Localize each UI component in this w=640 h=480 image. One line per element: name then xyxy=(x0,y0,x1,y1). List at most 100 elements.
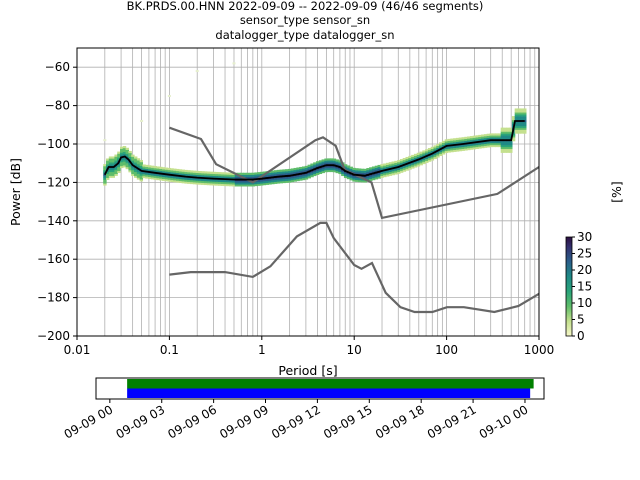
ppsd-cell xyxy=(422,150,426,153)
ppsd-cell xyxy=(416,164,421,167)
ppsd-cell xyxy=(511,119,516,123)
ppsd-cell xyxy=(444,139,449,142)
ppsd-cell xyxy=(271,180,275,183)
ppsd-cell xyxy=(439,144,443,147)
ppsd-cell xyxy=(145,176,149,179)
ppsd-cell xyxy=(153,166,157,169)
ppsd-cell xyxy=(287,180,292,183)
ppsd-cell xyxy=(313,166,317,169)
ppsd-cell xyxy=(329,169,334,173)
ppsd-cell xyxy=(111,169,116,173)
ppsd-cell xyxy=(413,165,418,168)
ppsd-cell xyxy=(500,131,505,134)
ppsd-cell xyxy=(469,145,474,148)
ppsd-cell xyxy=(520,131,524,134)
ppsd-cell xyxy=(430,154,435,157)
ppsd-cell xyxy=(173,170,177,173)
ppsd-cell xyxy=(114,173,118,176)
ppsd-cell xyxy=(125,155,130,158)
ppsd-cell-faint xyxy=(167,95,171,97)
ppsd-cell xyxy=(304,167,309,170)
ppsd-cell xyxy=(307,166,311,169)
ppsd-cell xyxy=(142,164,146,167)
ppsd-cell xyxy=(189,181,194,185)
ppsd-cell xyxy=(447,146,451,149)
ppsd-cell xyxy=(517,129,521,132)
ppsd-cell xyxy=(458,141,463,144)
ppsd-cell xyxy=(287,170,292,174)
ppsd-cell xyxy=(139,163,144,167)
ppsd-cell xyxy=(517,131,521,134)
timeline-tick-label: 09-09 03 xyxy=(114,402,168,441)
ppsd-cell xyxy=(187,170,191,173)
ppsd-cell xyxy=(380,175,384,178)
ppsd-cell xyxy=(489,137,493,140)
ppsd-cell xyxy=(506,133,510,136)
ppsd-cell xyxy=(187,173,191,177)
ppsd-cell xyxy=(343,173,348,177)
ppsd-cell xyxy=(206,171,211,174)
ppsd-cell xyxy=(385,174,390,177)
ppsd-cell xyxy=(170,175,174,179)
ppsd-cell xyxy=(503,146,507,150)
ppsd-cell xyxy=(517,108,521,111)
ppsd-cell xyxy=(520,123,524,126)
ppsd-cell xyxy=(148,165,152,168)
ppsd-cell xyxy=(458,147,463,150)
ppsd-cell xyxy=(245,180,250,183)
ppsd-cell xyxy=(430,148,435,151)
ppsd-cell xyxy=(287,172,292,175)
plot-frame xyxy=(76,47,540,337)
ppsd-cell xyxy=(441,144,446,147)
ppsd-cell xyxy=(293,179,297,182)
ppsd-cell xyxy=(511,116,516,119)
ppsd-cell xyxy=(192,180,197,183)
ppsd-cell xyxy=(475,135,479,138)
ppsd-cell xyxy=(357,178,362,181)
ppsd-cell xyxy=(520,121,524,125)
ppsd-cell xyxy=(108,175,113,178)
ppsd-cell xyxy=(117,151,121,154)
ppsd-cell xyxy=(413,157,418,160)
ppsd-cell xyxy=(523,110,527,113)
ppsd-cell xyxy=(517,116,521,119)
ppsd-cell xyxy=(103,167,107,171)
ppsd-cell xyxy=(220,179,225,183)
ppsd-cell xyxy=(217,179,222,182)
ppsd-cell xyxy=(128,162,132,165)
ppsd-cell xyxy=(461,144,465,148)
ppsd-cell xyxy=(349,166,353,169)
ppsd-cell xyxy=(310,175,314,178)
ppsd-cell xyxy=(441,150,446,153)
ppsd-cell xyxy=(254,174,258,177)
ppsd-cell xyxy=(131,168,135,171)
ppsd-cell xyxy=(500,150,505,153)
ppsd-cell xyxy=(313,162,317,165)
ppsd-cell xyxy=(114,160,118,163)
y-tick-label: −140 xyxy=(37,214,70,228)
ppsd-cell xyxy=(117,165,121,168)
ppsd-cell xyxy=(450,140,454,143)
ppsd-cell xyxy=(517,110,521,113)
ppsd-cell xyxy=(131,158,135,161)
ppsd-cell xyxy=(385,170,390,173)
ppsd-cell xyxy=(310,167,314,170)
ppsd-cell xyxy=(234,182,239,185)
timeline-tick-label: 09-09 15 xyxy=(321,402,375,441)
ppsd-cell xyxy=(343,166,348,169)
ppsd-cell xyxy=(145,166,149,169)
colorbar-tick-label: 15 xyxy=(577,280,592,294)
ppsd-cell xyxy=(492,135,496,138)
ppsd-cell xyxy=(231,176,236,179)
ppsd-cell xyxy=(125,163,130,166)
timeline-tick-label: 09-09 00 xyxy=(62,402,116,441)
ppsd-cell xyxy=(206,179,211,182)
ppsd-cell xyxy=(355,172,359,175)
mode-curve xyxy=(103,120,525,181)
ppsd-cell xyxy=(248,182,253,185)
ppsd-cell xyxy=(125,161,130,164)
ppsd-cell xyxy=(517,114,521,117)
colorbar-tick-label: 30 xyxy=(577,230,592,244)
ppsd-cell xyxy=(251,174,255,177)
ppsd-cell xyxy=(335,169,339,172)
